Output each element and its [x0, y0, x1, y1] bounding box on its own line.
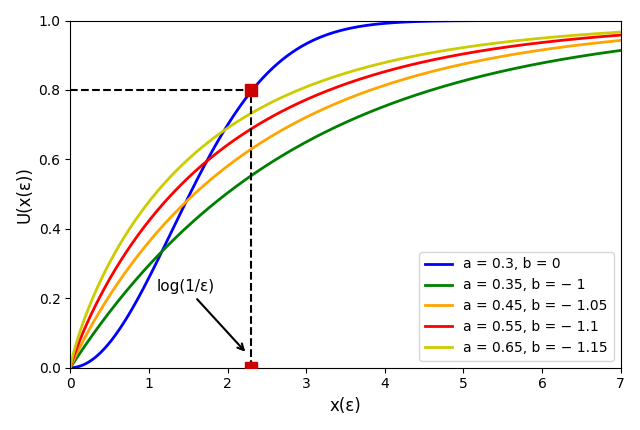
a = 0.35, b = − 1: [301, 140, 309, 145]
a = 0.3, b = 0: [547, 18, 554, 23]
a = 0.65, b = − 1.15: [301, 85, 309, 90]
a = 0.45, b = − 1.05: [301, 115, 309, 120]
a = 0.65, b = − 1.15: [547, 35, 554, 40]
a = 0.55, b = − 1.1: [278, 109, 285, 114]
a = 0.65, b = − 1.15: [162, 179, 170, 184]
a = 0.55, b = − 1.1: [301, 98, 309, 103]
Line: a = 0.35, b = − 1: a = 0.35, b = − 1: [70, 50, 621, 368]
a = 0.3, b = 0: [129, 305, 137, 310]
a = 0.3, b = 0: [162, 241, 170, 246]
a = 0.35, b = − 1: [162, 245, 170, 250]
Line: a = 0.3, b = 0: a = 0.3, b = 0: [70, 21, 621, 368]
a = 0.3, b = 0: [67, 365, 74, 370]
Line: a = 0.55, b = − 1.1: a = 0.55, b = − 1.1: [70, 35, 621, 368]
a = 0.35, b = − 1: [278, 154, 285, 159]
a = 0.3, b = 0: [278, 58, 285, 63]
a = 0.65, b = − 1.15: [617, 30, 625, 35]
Y-axis label: U(x(ε)): U(x(ε)): [15, 166, 33, 223]
a = 0.35, b = − 1: [617, 48, 625, 53]
a = 0.45, b = − 1.05: [606, 39, 614, 44]
a = 0.35, b = − 1: [129, 280, 137, 286]
a = 0.45, b = − 1.05: [162, 220, 170, 225]
a = 0.3, b = 0: [301, 42, 309, 47]
Line: a = 0.65, b = − 1.15: a = 0.65, b = − 1.15: [70, 32, 621, 368]
a = 0.55, b = − 1.1: [162, 198, 170, 203]
a = 0.45, b = − 1.05: [617, 38, 625, 43]
a = 0.65, b = − 1.15: [67, 365, 74, 370]
a = 0.45, b = − 1.05: [547, 46, 554, 51]
a = 0.65, b = − 1.15: [129, 221, 137, 226]
a = 0.65, b = − 1.15: [278, 95, 285, 100]
a = 0.55, b = − 1.1: [617, 33, 625, 38]
a = 0.3, b = 0: [617, 18, 625, 23]
a = 0.35, b = − 1: [606, 49, 614, 55]
a = 0.65, b = − 1.15: [606, 30, 614, 35]
a = 0.35, b = − 1: [67, 365, 74, 370]
a = 0.45, b = − 1.05: [67, 365, 74, 370]
a = 0.55, b = − 1.1: [67, 365, 74, 370]
a = 0.45, b = − 1.05: [278, 128, 285, 133]
Legend: a = 0.3, b = 0, a = 0.35, b = − 1, a = 0.45, b = − 1.05, a = 0.55, b = − 1.1, a : a = 0.3, b = 0, a = 0.35, b = − 1, a = 0…: [419, 252, 614, 361]
Line: a = 0.45, b = − 1.05: a = 0.45, b = − 1.05: [70, 40, 621, 368]
a = 0.55, b = − 1.1: [547, 39, 554, 44]
a = 0.45, b = − 1.05: [129, 259, 137, 264]
a = 0.3, b = 0: [606, 18, 614, 23]
a = 0.55, b = − 1.1: [129, 240, 137, 245]
a = 0.35, b = − 1: [547, 59, 554, 64]
X-axis label: x(ε): x(ε): [330, 397, 362, 415]
Text: log(1/ε): log(1/ε): [157, 280, 244, 350]
a = 0.55, b = − 1.1: [606, 34, 614, 39]
